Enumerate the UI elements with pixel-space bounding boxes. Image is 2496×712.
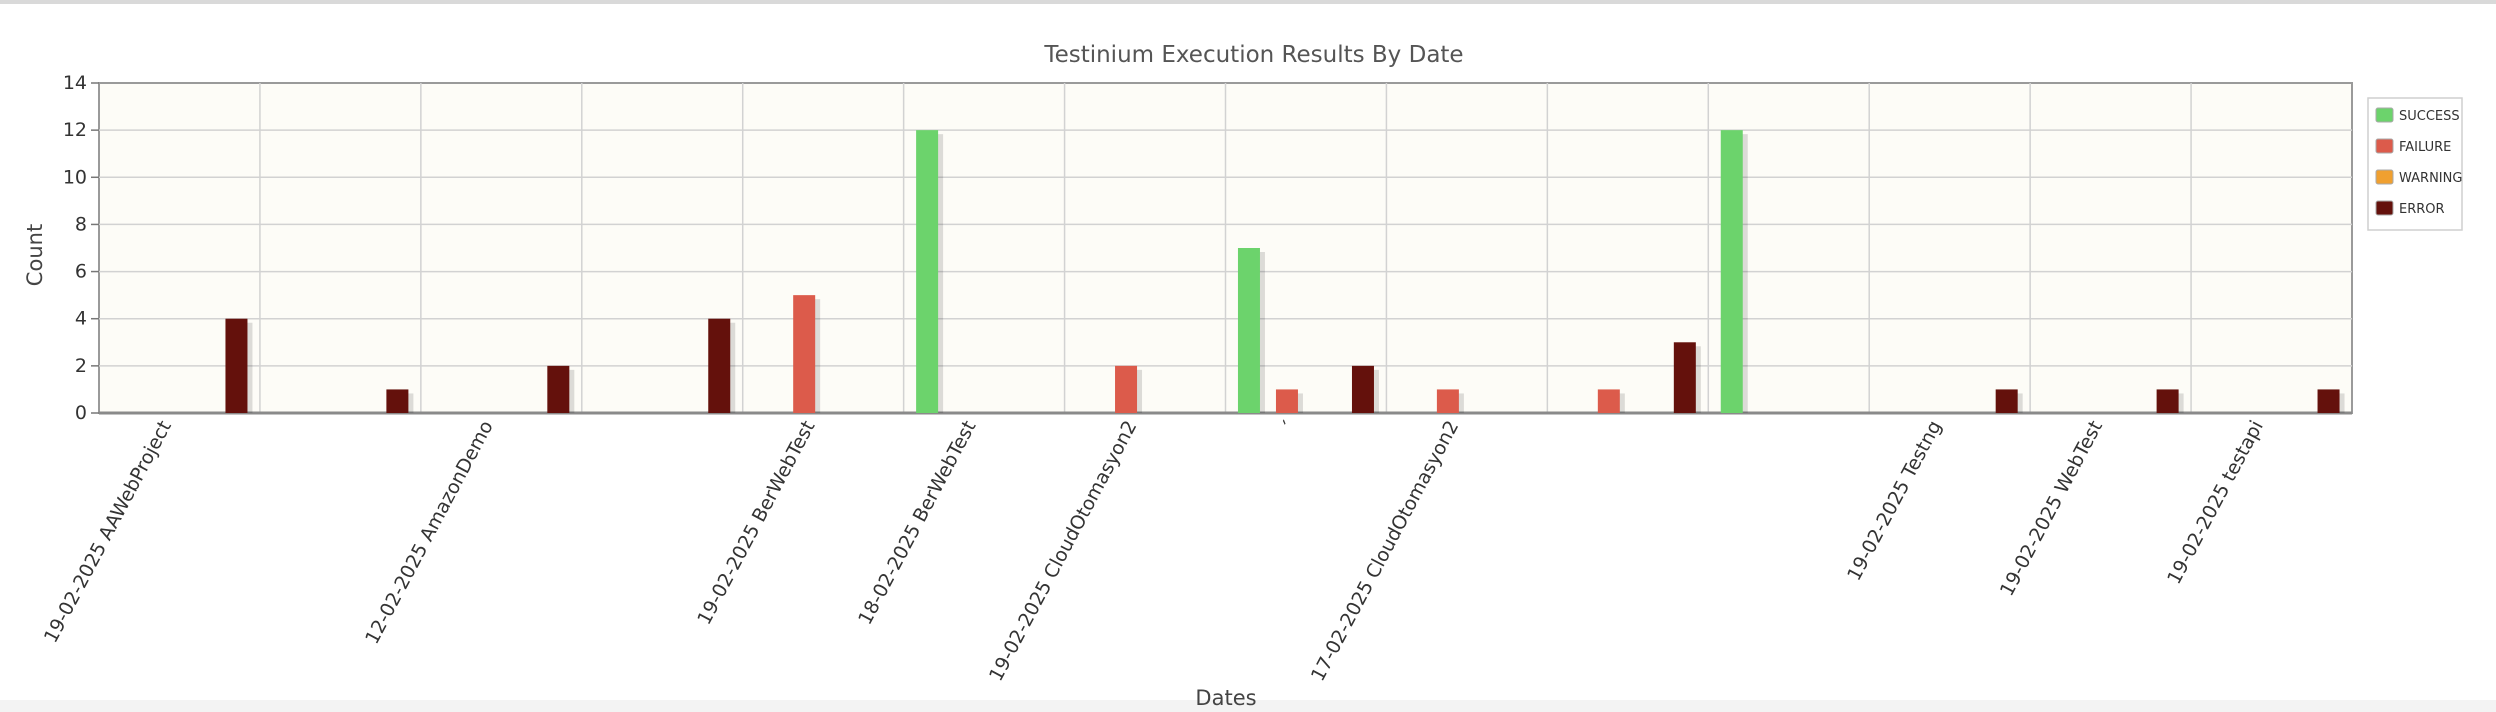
bottom-band — [0, 700, 2496, 712]
legend-label: ERROR — [2399, 202, 2445, 217]
x-tick-label: 18-02-2025 BerWebTest — [854, 417, 980, 629]
bar-failure — [1115, 365, 1138, 413]
bar-failure — [1436, 389, 1459, 413]
x-tick-label: 19-02-2025 BerWebTest — [693, 417, 819, 629]
bar-error — [547, 365, 570, 413]
y-tick-label: 6 — [75, 261, 87, 283]
x-tick-label: 19-02-2025 AAWebProject — [40, 417, 176, 647]
x-tick-label: 19-02-2025 testapi — [2163, 417, 2268, 588]
bar-failure — [1597, 389, 1620, 413]
legend-swatch — [2375, 169, 2394, 185]
bar-success — [1237, 248, 1260, 413]
y-axis-ticks: 0 2 4 6 8 10 12 14 — [63, 72, 99, 424]
x-tick-label: 19-02-2025 WebTest — [1996, 417, 2107, 600]
x-tick-label: 17-02-2025 CloudOtomasyon2 — [1307, 417, 1463, 685]
bar-success — [1720, 130, 1743, 413]
y-tick-label: 2 — [75, 355, 87, 377]
legend-label: SUCCESS — [2399, 109, 2460, 124]
y-axis-label: Count — [23, 224, 47, 286]
bar-error — [708, 318, 731, 413]
bars — [225, 130, 2345, 413]
legend-swatch — [2375, 138, 2394, 154]
bar-failure — [793, 295, 816, 413]
legend-swatch — [2375, 200, 2394, 216]
bar-error — [386, 389, 409, 413]
bar-success — [916, 130, 939, 413]
y-tick-label: 8 — [75, 213, 87, 235]
top-divider — [0, 0, 2496, 4]
x-axis-label: Dates — [1195, 686, 1256, 710]
legend-label: FAILURE — [2399, 140, 2451, 155]
x-tick-label: 19-02-2025 Testng — [1843, 417, 1946, 584]
chart-title: Testinium Execution Results By Date — [1043, 42, 1463, 68]
legend-label: WARNING — [2399, 171, 2462, 186]
grid — [99, 83, 2352, 415]
y-tick-label: 10 — [63, 166, 87, 188]
bar-failure — [1275, 389, 1298, 413]
y-tick-label: 14 — [63, 72, 87, 94]
x-tick-label: 12-02-2025 AmazonDemo — [361, 417, 498, 648]
bar-error — [1995, 389, 2018, 413]
bar-error — [2317, 389, 2340, 413]
bar-error — [2156, 389, 2179, 413]
x-tick-label: ´ — [1278, 417, 1302, 436]
y-tick-label: 0 — [75, 402, 87, 424]
legend: SUCCESS FAILURE WARNING ERROR — [2367, 97, 2463, 231]
x-tick-label: 19-02-2025 CloudOtomasyon2 — [985, 417, 1141, 685]
x-axis-labels: 19-02-2025 AAWebProject 12-02-2025 Amazon… — [40, 417, 2268, 685]
bar-error — [225, 318, 248, 413]
legend-swatch — [2375, 107, 2394, 123]
bar-error — [1351, 365, 1374, 413]
y-tick-label: 12 — [63, 119, 87, 141]
bar-error — [1673, 342, 1696, 413]
y-tick-label: 4 — [75, 308, 87, 330]
